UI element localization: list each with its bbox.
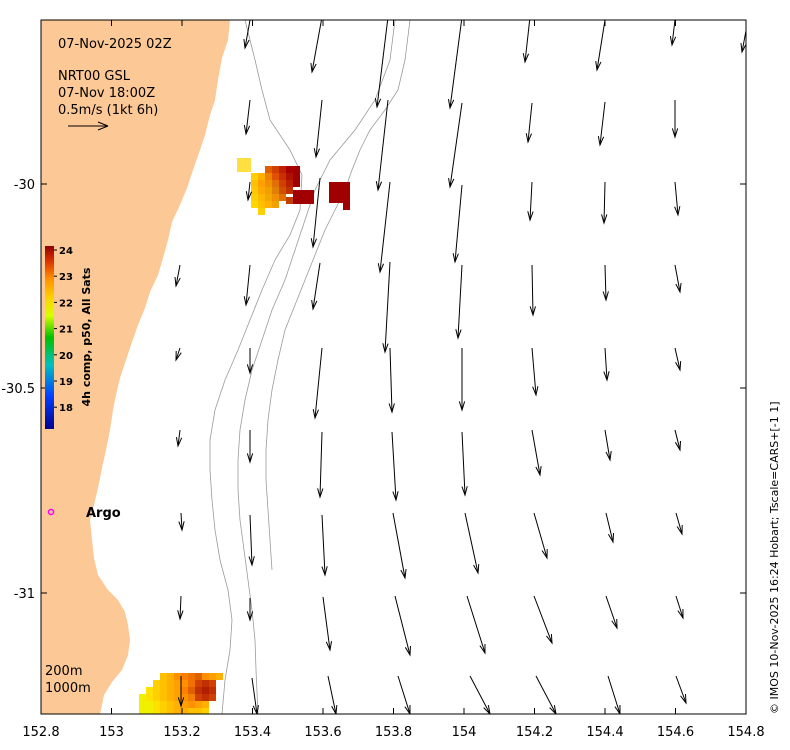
colorbar-tick-label: 21	[59, 325, 73, 336]
credit-text: © IMOS 10-Nov-2025 16:24 Hobart; Tscale=…	[768, 402, 781, 714]
y-tick-label: -30.5	[1, 382, 35, 397]
y-tick-label: -30	[14, 178, 35, 193]
x-tick-label: 153.6	[304, 725, 341, 740]
colorbar-title: 4h comp, p50, All Sats	[80, 267, 93, 406]
x-tick-label: 153.2	[163, 725, 200, 740]
colorbar-tick-label: 19	[59, 377, 73, 388]
colorbar-tick-label: 18	[59, 403, 73, 414]
depth-label-200m: 200m	[45, 664, 82, 679]
y-axis-ticks: -30 -30.5 -31	[1, 178, 746, 602]
x-tick-label: 154.4	[586, 725, 623, 740]
colorbar-gradient	[45, 246, 54, 429]
sst-pixels	[139, 158, 350, 714]
scale-label: 0.5m/s (1kt 6h)	[58, 103, 158, 118]
argo-label: Argo	[86, 506, 121, 521]
depth-label-1000m: 1000m	[45, 681, 91, 696]
colorbar-tick-label: 22	[59, 298, 73, 309]
colorbar: 24 23 22 21 20 19 18 4h comp, p50, All Sats	[45, 246, 93, 429]
x-tick-label: 154.2	[516, 725, 553, 740]
isobath-deep	[265, 20, 411, 571]
timestamp-label: 07-Nov-2025 02Z	[58, 37, 172, 52]
x-tick-label: 154	[452, 725, 477, 740]
x-tick-label: 154.6	[657, 725, 694, 740]
coastline-land	[41, 20, 230, 714]
x-tick-label: 153.8	[375, 725, 412, 740]
colorbar-tick-label: 24	[59, 246, 73, 257]
isobath-1000m	[237, 20, 396, 714]
colorbar-tick-label: 20	[59, 351, 73, 362]
product-label: NRT00 GSL	[58, 69, 131, 84]
y-tick-label: -31	[14, 587, 35, 602]
scale-arrow	[68, 121, 109, 131]
colorbar-tick-label: 23	[59, 272, 73, 283]
isobath-200m	[209, 20, 303, 714]
product-time-label: 07-Nov 18:00Z	[58, 86, 155, 101]
argo-float-marker	[47, 508, 55, 516]
x-tick-label: 153	[99, 725, 124, 740]
colorbar-ticks: 24 23 22 21 20 19 18	[54, 246, 73, 414]
x-tick-label: 152.8	[22, 725, 59, 740]
current-vectors	[174, 20, 746, 714]
x-tick-label: 153.4	[234, 725, 271, 740]
x-axis-ticks: 152.8 153 153.2 153.4 153.6 153.8 154 154.2 154.…	[22, 20, 765, 740]
x-tick-label: 154.8	[727, 725, 764, 740]
